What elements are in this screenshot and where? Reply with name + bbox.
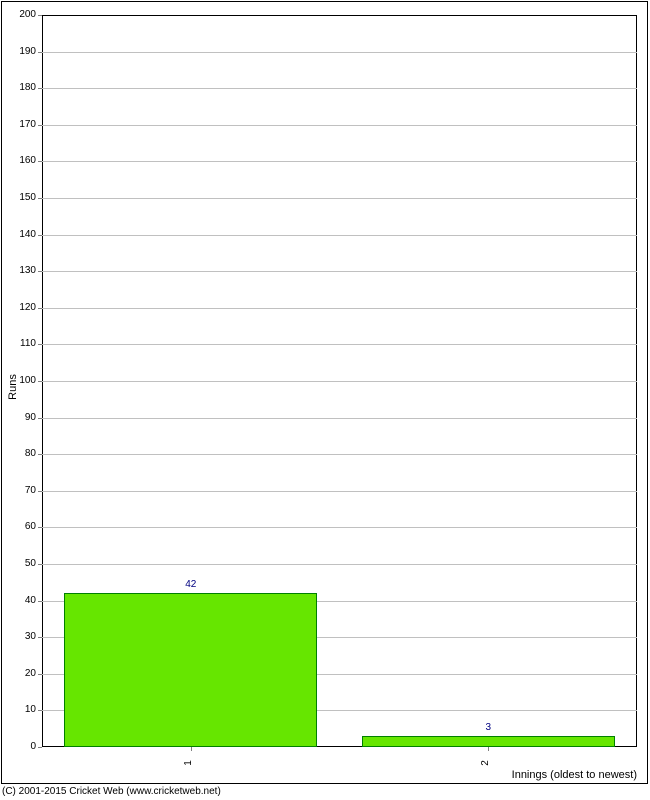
- y-tick-label: 120: [0, 303, 36, 313]
- gridline: [42, 491, 637, 492]
- x-tick-label: 1: [184, 760, 194, 766]
- y-tick-label: 60: [0, 522, 36, 532]
- bar-value-label: 42: [185, 580, 196, 590]
- x-axis-label: Innings (oldest to newest): [512, 769, 637, 781]
- gridline: [42, 344, 637, 345]
- y-tick-label: 90: [0, 413, 36, 423]
- y-tick-mark: [38, 344, 42, 345]
- y-tick-label: 160: [0, 156, 36, 166]
- gridline: [42, 235, 637, 236]
- gridline: [42, 418, 637, 419]
- bar-value-label: 3: [485, 723, 491, 733]
- x-tick-mark: [191, 747, 192, 751]
- gridline: [42, 198, 637, 199]
- x-tick-label: 2: [481, 760, 491, 766]
- gridline: [42, 527, 637, 528]
- y-tick-mark: [38, 674, 42, 675]
- y-tick-label: 130: [0, 266, 36, 276]
- y-tick-label: 0: [0, 742, 36, 752]
- copyright-text: (C) 2001-2015 Cricket Web (www.cricketwe…: [2, 786, 221, 797]
- y-tick-mark: [38, 161, 42, 162]
- y-tick-mark: [38, 125, 42, 126]
- y-tick-label: 20: [0, 669, 36, 679]
- gridline: [42, 125, 637, 126]
- gridline: [42, 454, 637, 455]
- y-tick-label: 110: [0, 339, 36, 349]
- y-tick-mark: [38, 747, 42, 748]
- chart-container: 0102030405060708090100110120130140150160…: [0, 0, 650, 800]
- y-tick-label: 200: [0, 10, 36, 20]
- y-tick-mark: [38, 15, 42, 16]
- gridline: [42, 381, 637, 382]
- bar: [362, 736, 615, 747]
- y-tick-mark: [38, 271, 42, 272]
- y-tick-mark: [38, 381, 42, 382]
- y-tick-label: 40: [0, 596, 36, 606]
- gridline: [42, 271, 637, 272]
- y-tick-mark: [38, 527, 42, 528]
- x-tick-mark: [488, 747, 489, 751]
- y-tick-label: 190: [0, 47, 36, 57]
- gridline: [42, 88, 637, 89]
- y-tick-mark: [38, 710, 42, 711]
- y-tick-mark: [38, 454, 42, 455]
- y-tick-label: 170: [0, 120, 36, 130]
- y-tick-mark: [38, 198, 42, 199]
- y-tick-mark: [38, 308, 42, 309]
- bar: [64, 593, 317, 747]
- y-tick-mark: [38, 88, 42, 89]
- gridline: [42, 564, 637, 565]
- gridline: [42, 52, 637, 53]
- gridline: [42, 308, 637, 309]
- y-axis-label: Runs: [7, 374, 19, 400]
- y-tick-label: 30: [0, 632, 36, 642]
- y-tick-label: 70: [0, 486, 36, 496]
- y-tick-mark: [38, 52, 42, 53]
- y-tick-mark: [38, 637, 42, 638]
- gridline: [42, 161, 637, 162]
- y-tick-mark: [38, 491, 42, 492]
- y-tick-mark: [38, 601, 42, 602]
- y-tick-label: 180: [0, 83, 36, 93]
- y-tick-label: 10: [0, 705, 36, 715]
- y-tick-mark: [38, 564, 42, 565]
- y-tick-label: 80: [0, 449, 36, 459]
- y-tick-label: 140: [0, 230, 36, 240]
- y-tick-label: 150: [0, 193, 36, 203]
- y-tick-mark: [38, 235, 42, 236]
- y-tick-mark: [38, 418, 42, 419]
- y-tick-label: 50: [0, 559, 36, 569]
